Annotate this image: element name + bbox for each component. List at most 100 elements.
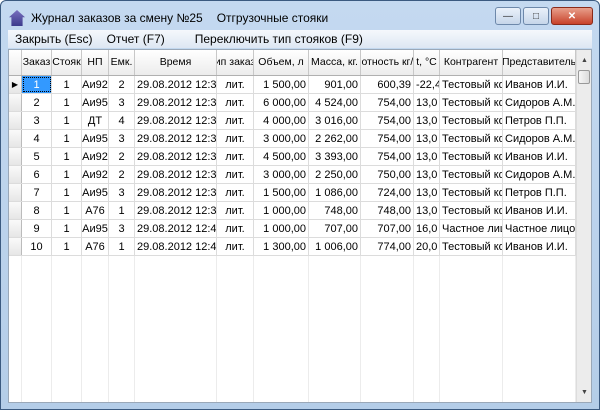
cell-volume[interactable]: 6 000,00 (254, 94, 309, 111)
cell-fuel[interactable]: Аи92 (82, 166, 109, 183)
cell-mass[interactable]: 1 006,00 (309, 238, 361, 255)
cell-counterparty[interactable]: Тестовый контрагент (440, 112, 503, 129)
column-header-mass[interactable]: Масса, кг. (309, 50, 361, 75)
cell-mass[interactable]: 3 393,00 (309, 148, 361, 165)
cell-volume[interactable]: 1 000,00 (254, 202, 309, 219)
cell-riser[interactable]: 1 (52, 112, 82, 129)
cell-riser[interactable]: 1 (52, 76, 82, 93)
row-indicator[interactable] (9, 166, 22, 183)
column-header-time[interactable]: Время (135, 50, 217, 75)
column-header-fuel[interactable]: НП (82, 50, 109, 75)
cell-tank[interactable]: 3 (109, 220, 135, 237)
table-row[interactable]: 9 1 Аи95 3 29.08.2012 12:40 лит. 1 000,00 707,0… (9, 220, 576, 238)
cell-density[interactable]: 754,00 (361, 94, 414, 111)
cell-order[interactable]: 1 (22, 76, 52, 93)
vertical-scrollbar[interactable]: ▲ ▼ (576, 50, 591, 402)
column-header-representative[interactable]: Представитель (503, 50, 576, 75)
scroll-thumb[interactable] (578, 70, 590, 84)
cell-representative[interactable]: Иванов И.И. (503, 202, 576, 219)
cell-volume[interactable]: 3 000,00 (254, 130, 309, 147)
cell-mass[interactable]: 4 524,00 (309, 94, 361, 111)
cell-order-type[interactable]: лит. (217, 202, 254, 219)
column-header-volume[interactable]: Объем, л (254, 50, 309, 75)
cell-representative[interactable]: Сидоров А.М. (503, 130, 576, 147)
cell-temperature[interactable]: 13,0 (414, 148, 440, 165)
cell-counterparty[interactable]: Тестовый контрагент (440, 202, 503, 219)
cell-density[interactable]: 748,00 (361, 202, 414, 219)
cell-tank[interactable]: 3 (109, 184, 135, 201)
row-indicator[interactable] (9, 112, 22, 129)
cell-mass[interactable]: 2 262,00 (309, 130, 361, 147)
cell-riser[interactable]: 1 (52, 166, 82, 183)
cell-representative[interactable]: Петров П.П. (503, 112, 576, 129)
cell-mass[interactable]: 707,00 (309, 220, 361, 237)
cell-volume[interactable]: 1 500,00 (254, 184, 309, 201)
row-indicator[interactable] (9, 94, 22, 111)
row-indicator[interactable] (9, 184, 22, 201)
cell-time[interactable]: 29.08.2012 12:34 (135, 112, 217, 129)
cell-riser[interactable]: 1 (52, 184, 82, 201)
cell-order[interactable]: 3 (22, 112, 52, 129)
table-row[interactable]: ▶ 1 1 Аи92 2 29.08.2012 12:32 лит. 1 500,00 901,… (9, 76, 576, 94)
cell-counterparty[interactable]: Частное лицо (440, 220, 503, 237)
column-header-counterparty[interactable]: Контрагент (440, 50, 503, 75)
cell-density[interactable]: 754,00 (361, 112, 414, 129)
cell-temperature[interactable]: 13,0 (414, 166, 440, 183)
column-header-tank[interactable]: Емк. (109, 50, 135, 75)
scroll-down-arrow-icon[interactable]: ▼ (581, 388, 588, 396)
cell-fuel[interactable]: А76 (82, 238, 109, 255)
cell-density[interactable]: 724,00 (361, 184, 414, 201)
cell-counterparty[interactable]: Тестовый контрагент (440, 148, 503, 165)
cell-tank[interactable]: 2 (109, 76, 135, 93)
cell-mass[interactable]: 1 086,00 (309, 184, 361, 201)
menu-report[interactable]: Отчет (F7) (106, 32, 165, 46)
cell-fuel[interactable]: Аи95 (82, 130, 109, 147)
cell-counterparty[interactable]: Тестовый контрагент (440, 166, 503, 183)
table-row[interactable]: 5 1 Аи92 2 29.08.2012 12:36 лит. 4 500,00 3 393… (9, 148, 576, 166)
cell-temperature[interactable]: 20,0 (414, 238, 440, 255)
row-indicator[interactable] (9, 202, 22, 219)
cell-time[interactable]: 29.08.2012 12:36 (135, 148, 217, 165)
table-row[interactable]: 10 1 А76 1 29.08.2012 12:40 лит. 1 300,00 1 006… (9, 238, 576, 256)
cell-order-type[interactable]: лит. (217, 148, 254, 165)
cell-order-type[interactable]: лит. (217, 94, 254, 111)
cell-time[interactable]: 29.08.2012 12:35 (135, 130, 217, 147)
scroll-up-arrow-icon[interactable]: ▲ (581, 56, 588, 64)
cell-tank[interactable]: 3 (109, 130, 135, 147)
cell-time[interactable]: 29.08.2012 12:40 (135, 220, 217, 237)
cell-riser[interactable]: 1 (52, 238, 82, 255)
cell-temperature[interactable]: 13,0 (414, 112, 440, 129)
cell-time[interactable]: 29.08.2012 12:32 (135, 76, 217, 93)
cell-temperature[interactable]: 13,0 (414, 130, 440, 147)
cell-fuel[interactable]: Аи95 (82, 94, 109, 111)
cell-time[interactable]: 29.08.2012 12:37 (135, 166, 217, 183)
cell-temperature[interactable]: 13,0 (414, 184, 440, 201)
cell-fuel[interactable]: ДТ (82, 112, 109, 129)
cell-volume[interactable]: 3 000,00 (254, 166, 309, 183)
cell-order-type[interactable]: лит. (217, 76, 254, 93)
row-indicator[interactable] (9, 220, 22, 237)
cell-fuel[interactable]: Аи95 (82, 220, 109, 237)
cell-order-type[interactable]: лит. (217, 184, 254, 201)
cell-fuel[interactable]: Аи92 (82, 148, 109, 165)
cell-temperature[interactable]: 13,0 (414, 202, 440, 219)
minimize-button[interactable]: — (495, 7, 521, 25)
cell-riser[interactable]: 1 (52, 220, 82, 237)
cell-time[interactable]: 29.08.2012 12:38 (135, 184, 217, 201)
column-header-order[interactable]: Заказ (22, 50, 52, 75)
cell-riser[interactable]: 1 (52, 202, 82, 219)
cell-counterparty[interactable]: Тестовый контрагент (440, 238, 503, 255)
cell-temperature[interactable]: 16,0 (414, 220, 440, 237)
cell-order[interactable]: 6 (22, 166, 52, 183)
row-indicator[interactable] (9, 130, 22, 147)
cell-fuel[interactable]: Аи95 (82, 184, 109, 201)
cell-order-type[interactable]: лит. (217, 166, 254, 183)
table-row[interactable]: 8 1 А76 1 29.08.2012 12:38 лит. 1 000,00 748,00… (9, 202, 576, 220)
cell-density[interactable]: 774,00 (361, 238, 414, 255)
cell-tank[interactable]: 4 (109, 112, 135, 129)
cell-fuel[interactable]: Аи92 (82, 76, 109, 93)
column-header-riser[interactable]: Стояк (52, 50, 82, 75)
cell-tank[interactable]: 1 (109, 238, 135, 255)
cell-density[interactable]: 750,00 (361, 166, 414, 183)
column-header-temperature[interactable]: t, °C (414, 50, 440, 75)
